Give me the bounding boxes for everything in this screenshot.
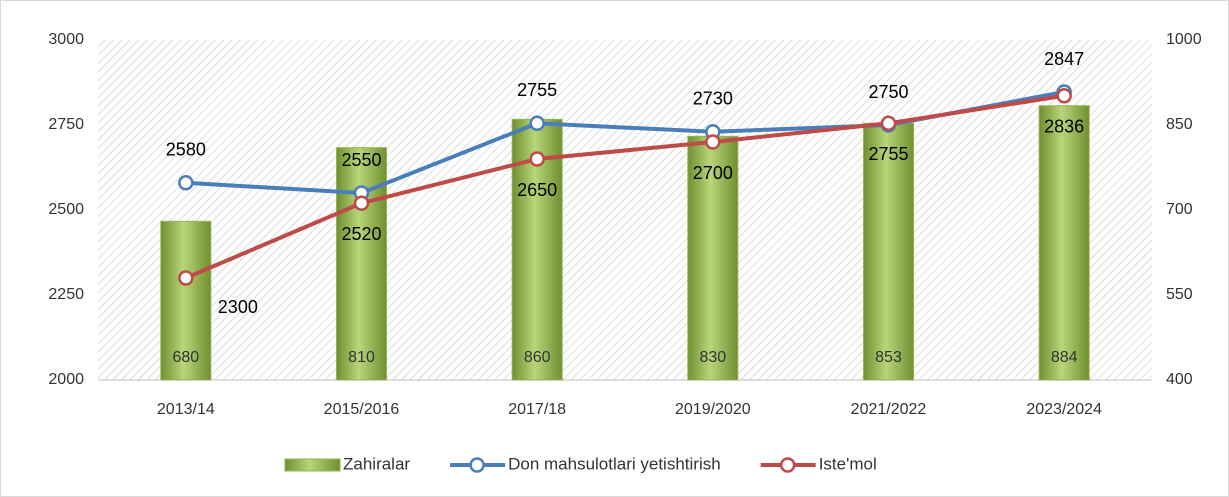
- y-tick-label: 3000: [48, 31, 84, 48]
- line-marker: [178, 270, 194, 286]
- legend-marker: [469, 457, 485, 473]
- x-tick-label: 2013/14: [157, 401, 215, 418]
- y-tick-label: 2750: [48, 116, 84, 133]
- x-tick-label: 2021/2022: [851, 401, 927, 418]
- bar-value-label: 810: [348, 349, 375, 366]
- y2-tick-label: 400: [1166, 371, 1193, 388]
- bar: [687, 135, 739, 381]
- line-marker: [1056, 88, 1072, 104]
- data-label: 2730: [693, 89, 733, 109]
- bar-value-label: 853: [875, 349, 902, 366]
- data-label: 2550: [341, 150, 381, 170]
- x-tick-label: 2023/2024: [1026, 401, 1102, 418]
- x-tick-label: 2015/2016: [324, 401, 400, 418]
- y2-tick-label: 550: [1166, 286, 1193, 303]
- bar: [1038, 105, 1090, 381]
- line-marker: [178, 175, 194, 191]
- line-series: [185, 93, 1065, 280]
- legend-label: Don mahsulotlari yetishtirish: [508, 454, 721, 473]
- bar: [336, 147, 387, 381]
- bar: [863, 122, 914, 381]
- data-label: 2755: [868, 144, 908, 164]
- bar-value-label: 830: [699, 349, 726, 366]
- y-tick-label: 2250: [48, 286, 84, 303]
- line-marker: [353, 195, 370, 211]
- y2-tick-label: 700: [1166, 201, 1193, 218]
- data-label: 2750: [868, 82, 908, 102]
- y2-tick-label: 850: [1166, 116, 1193, 133]
- bar-value-label: 680: [172, 349, 199, 366]
- line-marker: [529, 115, 545, 132]
- line-marker: [705, 134, 721, 150]
- data-label: 2700: [693, 163, 733, 183]
- plot-area: [98, 40, 1152, 380]
- data-label: 2580: [166, 140, 206, 160]
- line-marker: [880, 115, 897, 132]
- legend-swatch: [284, 458, 341, 472]
- data-label: 2300: [218, 297, 258, 317]
- y-tick-label: 2000: [48, 371, 84, 388]
- bar-value-label: 884: [1051, 349, 1078, 366]
- data-label: 2836: [1044, 117, 1084, 137]
- x-tick-label: 2017/18: [508, 401, 566, 418]
- data-label: 2755: [517, 80, 557, 100]
- data-label: 2520: [341, 224, 381, 244]
- data-label: 2650: [517, 180, 557, 200]
- line-marker: [529, 151, 545, 167]
- bar: [160, 220, 212, 381]
- y-tick-label: 2500: [48, 201, 84, 218]
- y2-tick-label: 1000: [1166, 31, 1202, 48]
- legend-label: Zahiralar: [343, 454, 410, 473]
- legend-marker: [779, 457, 796, 473]
- bar-value-label: 860: [524, 349, 551, 366]
- legend-label: Iste'mol: [819, 454, 877, 473]
- x-tick-label: 2019/2020: [675, 401, 751, 418]
- data-label: 2847: [1044, 49, 1084, 69]
